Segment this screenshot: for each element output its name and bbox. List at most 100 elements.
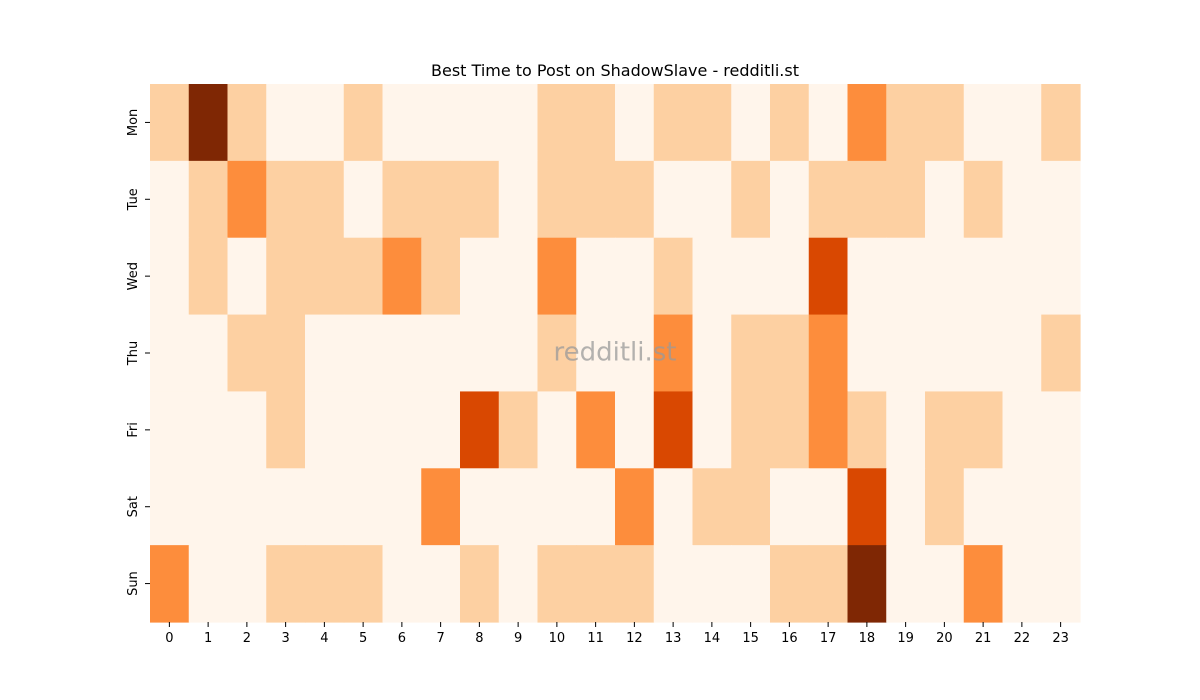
- x-tick-label: 0: [165, 631, 173, 646]
- heatmap-cell-sat-22: [1002, 468, 1042, 546]
- heatmap-cell-wed-20: [925, 237, 965, 316]
- heatmap-cell-sat-19: [886, 468, 926, 546]
- heatmap-cell-tue-2: [227, 160, 267, 239]
- heatmap-cell-fri-9: [498, 391, 539, 469]
- y-tick-label: Fri: [126, 422, 141, 438]
- chart-title: Best Time to Post on ShadowSlave - reddi…: [431, 61, 799, 80]
- heatmap-cell-mon-20: [925, 84, 965, 162]
- heatmap-cell-sun-13: [653, 545, 694, 623]
- heatmap-cell-fri-10: [537, 391, 577, 469]
- heatmap-cell-sun-19: [886, 545, 926, 623]
- heatmap-cell-sun-14: [692, 545, 732, 623]
- heatmap-cell-wed-16: [770, 237, 810, 316]
- heatmap-cell-fri-21: [963, 391, 1004, 469]
- heatmap-cell-sat-11: [576, 468, 616, 546]
- heatmap-cell-wed-5: [343, 237, 384, 316]
- heatmap-cell-sun-16: [770, 545, 810, 623]
- x-tick-label: 5: [359, 631, 367, 646]
- heatmap-cell-wed-3: [266, 237, 306, 316]
- heatmap-cell-wed-17: [808, 237, 849, 316]
- heatmap-cell-fri-16: [770, 391, 810, 469]
- heatmap-cell-sun-5: [343, 545, 384, 623]
- heatmap-cell-tue-18: [847, 160, 887, 239]
- heatmap-cell-sat-7: [421, 468, 461, 546]
- x-tick-label: 12: [626, 631, 643, 646]
- heatmap-cell-wed-6: [382, 237, 422, 316]
- x-tick-label: 8: [475, 631, 483, 646]
- heatmap-cell-thu-23: [1041, 314, 1081, 393]
- x-tick-label: 22: [1014, 631, 1031, 646]
- heatmap-cell-thu-4: [305, 314, 345, 393]
- x-tick-label: 13: [665, 631, 682, 646]
- heatmap-cell-mon-16: [770, 84, 810, 162]
- heatmap-cell-tue-20: [925, 160, 965, 239]
- heatmap-cell-sun-11: [576, 545, 616, 623]
- heatmap-cell-thu-21: [963, 314, 1004, 393]
- heatmap-cell-sun-3: [266, 545, 306, 623]
- heatmap-cell-mon-9: [498, 84, 539, 162]
- heatmap-cell-mon-12: [615, 84, 655, 162]
- heatmap-cell-wed-10: [537, 237, 577, 316]
- heatmap-cell-sat-4: [305, 468, 345, 546]
- heatmap-cell-fri-2: [227, 391, 267, 469]
- y-tick-label: Wed: [126, 262, 141, 290]
- heatmap-cell-sat-1: [188, 468, 229, 546]
- heatmap-cell-sat-13: [653, 468, 694, 546]
- heatmap-cell-sun-10: [537, 545, 577, 623]
- heatmap-cell-mon-0: [150, 84, 190, 162]
- heatmap-cell-tue-1: [188, 160, 229, 239]
- heatmap-cell-wed-22: [1002, 237, 1042, 316]
- heatmap-cell-tue-6: [382, 160, 422, 239]
- heatmap-cell-thu-18: [847, 314, 887, 393]
- heatmap-cell-fri-7: [421, 391, 461, 469]
- heatmap-cell-sun-18: [847, 545, 887, 623]
- y-axis: Mon Tue Wed Thu Fri Sat Sun: [126, 109, 150, 596]
- heatmap-cell-sat-10: [537, 468, 577, 546]
- heatmap-cell-thu-19: [886, 314, 926, 393]
- heatmap-cell-thu-12: [615, 314, 655, 393]
- heatmap-cell-mon-23: [1041, 84, 1081, 162]
- heatmap-cell-wed-12: [615, 237, 655, 316]
- heatmap-cell-sat-12: [615, 468, 655, 546]
- heatmap-cell-fri-19: [886, 391, 926, 469]
- heatmap-cell-sat-0: [150, 468, 190, 546]
- heatmap-cell-wed-7: [421, 237, 461, 316]
- heatmap-cell-wed-21: [963, 237, 1004, 316]
- heatmap-cell-thu-11: [576, 314, 616, 393]
- heatmap-cell-sat-15: [731, 468, 771, 546]
- heatmap-cell-tue-5: [343, 160, 384, 239]
- x-tick-label: 3: [281, 631, 289, 646]
- watermark: redditli.st: [554, 338, 677, 368]
- y-tick-label: Mon: [126, 109, 141, 136]
- heatmap-cell-tue-12: [615, 160, 655, 239]
- heatmap-cell-sun-20: [925, 545, 965, 623]
- heatmap-cell-sun-4: [305, 545, 345, 623]
- y-tick-label: Sat: [126, 496, 141, 517]
- heatmap-cell-mon-19: [886, 84, 926, 162]
- heatmap-cell-sat-14: [692, 468, 732, 546]
- heatmap-cell-wed-19: [886, 237, 926, 316]
- heatmap-cell-thu-9: [498, 314, 539, 393]
- heatmap-cell-fri-18: [847, 391, 887, 469]
- heatmap-cell-mon-22: [1002, 84, 1042, 162]
- heatmap-cell-sun-0: [150, 545, 190, 623]
- heatmap-cell-mon-13: [653, 84, 694, 162]
- x-tick-label: 19: [897, 631, 914, 646]
- heatmap-cell-mon-21: [963, 84, 1004, 162]
- heatmap-cell-fri-23: [1041, 391, 1081, 469]
- heatmap-cell-wed-18: [847, 237, 887, 316]
- heatmap-cell-thu-13: [653, 314, 694, 393]
- heatmap-cell-wed-15: [731, 237, 771, 316]
- heatmap-cell-mon-10: [537, 84, 577, 162]
- heatmap-cell-wed-11: [576, 237, 616, 316]
- heatmap-cell-sat-5: [343, 468, 384, 546]
- heatmap-cell-sun-15: [731, 545, 771, 623]
- heatmap-cell-fri-6: [382, 391, 422, 469]
- heatmap-cell-mon-6: [382, 84, 422, 162]
- heatmap-cell-wed-13: [653, 237, 694, 316]
- heatmap-cell-fri-12: [615, 391, 655, 469]
- x-tick-label: 16: [781, 631, 798, 646]
- heatmap-cell-tue-9: [498, 160, 539, 239]
- heatmap-cell-tue-14: [692, 160, 732, 239]
- heatmap-cell-tue-11: [576, 160, 616, 239]
